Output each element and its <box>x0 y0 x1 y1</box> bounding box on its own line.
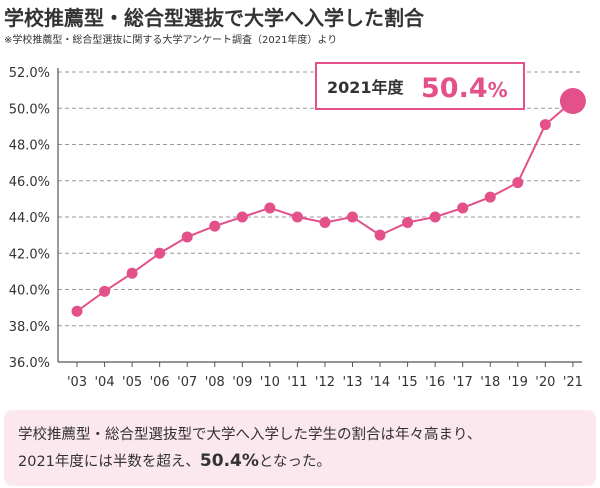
y-tick-label: 46.0% <box>9 175 50 190</box>
y-tick-label: 50.0% <box>9 102 50 117</box>
callout-box <box>315 62 525 110</box>
data-point <box>291 211 303 223</box>
data-point <box>457 202 469 214</box>
x-tick-label: '20 <box>535 375 555 390</box>
x-tick-label: '03 <box>67 375 87 390</box>
data-point <box>99 285 111 297</box>
highlight-data-point <box>559 88 586 114</box>
x-tick-label: '05 <box>122 375 142 390</box>
data-point <box>539 119 551 131</box>
summary-line-2: 2021年度には半数を超え、50.4%となった。 <box>18 448 586 475</box>
x-tick-label: '13 <box>342 375 362 390</box>
data-point <box>319 216 331 228</box>
x-tick-label: '19 <box>508 375 528 390</box>
data-point <box>484 191 496 203</box>
data-point <box>374 229 386 241</box>
x-tick-label: '14 <box>370 375 390 390</box>
chart-source-note: ※学校推薦型・総合型選抜に関する大学アンケート調査（2021年度）より <box>4 35 338 46</box>
x-tick-label: '11 <box>287 375 307 390</box>
data-point <box>347 211 358 223</box>
data-point <box>209 220 221 232</box>
data-point <box>512 177 524 189</box>
callout-label: 2021年度 <box>327 78 405 97</box>
x-tick-label: '10 <box>260 375 280 390</box>
summary-box: 学校推薦型・総合型選抜型で大学へ入学した学生の割合は年々高まり、 2021年度に… <box>4 410 596 486</box>
x-tick-label: '04 <box>94 375 114 390</box>
y-tick-label: 42.0% <box>9 247 50 262</box>
data-point <box>154 247 166 259</box>
y-tick-label: 52.0% <box>9 66 50 81</box>
x-tick-label: '21 <box>563 375 583 390</box>
y-tick-label: 48.0% <box>9 139 50 154</box>
x-tick-label: '18 <box>480 375 500 390</box>
x-tick-label: '17 <box>453 375 473 390</box>
x-tick-label: '07 <box>177 375 197 390</box>
data-point <box>264 202 276 214</box>
callout-unit: % <box>488 78 508 102</box>
data-point <box>126 267 138 279</box>
chart-title: 学校推薦型・総合型選抜で大学へ入学した割合 <box>4 6 424 30</box>
y-tick-label: 38.0% <box>9 320 50 335</box>
data-point <box>429 211 441 223</box>
summary-text-after: となった。 <box>258 454 331 470</box>
x-tick-label: '06 <box>150 375 170 390</box>
line-chart: 36.0% 38.0% 40.0% 42.0% 44.0% 46.0% 48.0% 50.0%… <box>9 62 586 390</box>
x-tick-label: '12 <box>315 375 335 390</box>
summary-highlight-value: 50.4% <box>199 451 259 471</box>
x-tick-label: '08 <box>205 375 225 390</box>
callout-value: 50.4% <box>421 73 508 104</box>
callout-number: 50.4 <box>421 73 488 104</box>
summary-text-before: 2021年度には半数を超え、 <box>18 454 200 470</box>
data-point <box>402 216 414 228</box>
summary-line-1: 学校推薦型・総合型選抜型で大学へ入学した学生の割合は年々高まり、 <box>18 427 482 443</box>
y-tick-label: 40.0% <box>9 284 50 299</box>
y-tick-label: 36.0% <box>9 356 50 371</box>
series-line <box>76 100 574 313</box>
data-point <box>181 231 193 243</box>
data-point <box>236 211 248 223</box>
x-tick-label: '09 <box>232 375 252 390</box>
data-point <box>71 305 83 317</box>
x-tick-label: '16 <box>425 375 445 390</box>
x-tick-label: '15 <box>398 375 418 390</box>
y-tick-label: 44.0% <box>9 211 50 226</box>
